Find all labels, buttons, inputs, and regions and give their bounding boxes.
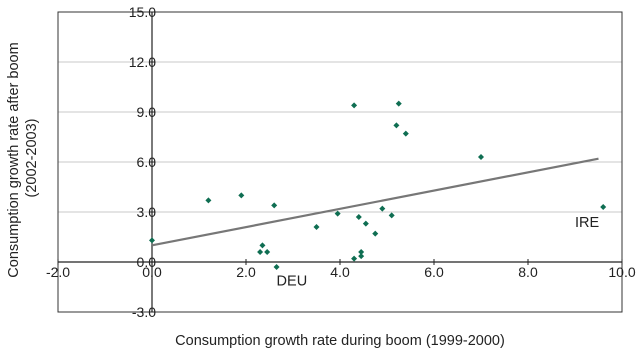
data-point-8: [313, 224, 320, 230]
data-point-10: [351, 102, 358, 109]
x-tick-label-3: 4.0: [330, 264, 350, 280]
plot-area-frame: [57, 11, 623, 313]
data-point-5: [259, 242, 266, 249]
data-point-20: [395, 100, 402, 107]
tick-labels: -2.0 0.0 2.0 4.0 6.0 8.0 10.0 -3.0 0.0 3.0 6.0 9.0 1…: [46, 4, 636, 320]
x-tick-label-1: 0.0: [142, 264, 162, 280]
data-point-12: [355, 214, 362, 220]
x-tick-label-2: 2.0: [236, 264, 256, 280]
data-point-16: [372, 230, 379, 237]
x-tick-label-5: 8.0: [518, 264, 538, 280]
y-tick-label-2: 3.0: [137, 204, 157, 220]
data-point-4: [257, 249, 264, 255]
data-points: [149, 100, 607, 270]
y-tick-label-4: 9.0: [137, 104, 157, 120]
x-tick-label-6: 10.0: [608, 264, 635, 280]
data-point-15: [362, 220, 369, 227]
data-point-23: [600, 204, 607, 210]
data-point-11: [351, 255, 358, 262]
x-tick-label-0: -2.0: [46, 264, 70, 280]
y-tick-label-3: 6.0: [137, 154, 157, 170]
data-point-2: [238, 192, 245, 199]
data-point-0: [149, 237, 155, 244]
data-point-17: [379, 205, 386, 212]
y-tick-label-6: 15.0: [129, 4, 156, 20]
data-point-9: [334, 210, 341, 217]
y-axis-title-line-1: Consumption growth rate after boom: [6, 42, 22, 277]
y-tick-label-5: 12.0: [129, 54, 156, 70]
y-tick-label-0: -3.0: [132, 304, 156, 320]
annotation-deu: DEU: [277, 273, 308, 289]
y-axis-title-line-2: (2002-2003): [24, 119, 40, 198]
trend-line: [151, 157, 599, 247]
data-point-14: [358, 253, 365, 260]
y-tick-label-1: 0.0: [137, 254, 157, 270]
data-point-18: [388, 212, 395, 219]
data-point-21: [402, 130, 409, 137]
y-axis-title: Consumption growth rate after boom (2002…: [6, 38, 40, 277]
data-point-13: [358, 249, 365, 255]
x-axis-title: Consumption growth rate during boom (199…: [175, 333, 505, 349]
data-point-1: [205, 197, 212, 204]
data-point-22: [478, 154, 484, 160]
data-point-7: [273, 264, 280, 270]
data-point-19: [393, 122, 400, 129]
x-tick-label-4: 6.0: [424, 264, 444, 280]
data-point-3: [271, 202, 278, 209]
annotations: DEU IRE: [277, 215, 600, 289]
data-point-6: [264, 249, 271, 255]
annotation-ire: IRE: [575, 215, 600, 231]
